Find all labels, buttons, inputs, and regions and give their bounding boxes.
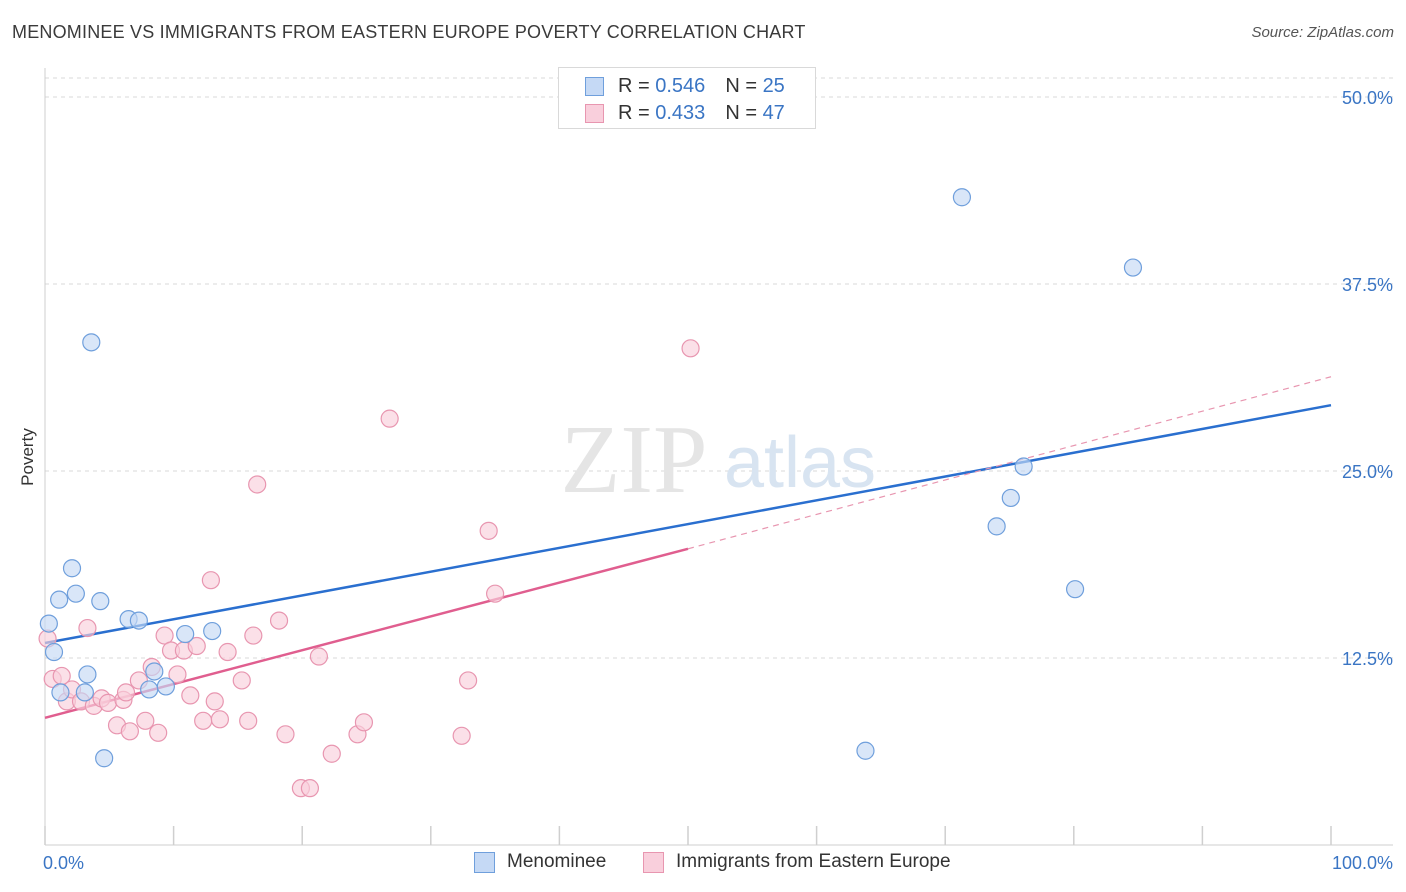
immigrants-point: [210, 710, 229, 729]
chart-title: MENOMINEE VS IMMIGRANTS FROM EASTERN EUR…: [12, 22, 806, 42]
menominee-point: [1014, 457, 1033, 476]
menominee-swatch: [585, 76, 604, 96]
grid-lines: [45, 77, 1393, 659]
tick-labels: 12.5% 25.0% 37.5% 50.0% 0.0% 100.0%: [43, 88, 1393, 873]
stats-row-immigrants: R = 0.433 N = 47: [585, 100, 785, 126]
immigrants-point: [218, 642, 237, 662]
immigrants-point: [276, 725, 295, 744]
immigrants-swatch: [585, 103, 604, 123]
r-value: 0.546: [655, 74, 706, 97]
menominee-point: [129, 611, 148, 630]
menominee-point: [1001, 488, 1020, 508]
immigrants-point: [201, 571, 220, 590]
immigrants-point: [194, 711, 213, 730]
n-label: N =: [725, 74, 757, 97]
menominee-point: [62, 559, 82, 578]
menominee-trendline: [44, 403, 1332, 645]
immigrants-point: [452, 726, 471, 745]
x-tick-label: 0.0%: [43, 853, 84, 873]
menominee-point: [78, 665, 97, 684]
legend-item-menominee[interactable]: Menominee: [474, 851, 606, 873]
y-tick-label: 50.0%: [1342, 88, 1393, 108]
immigrants-point: [309, 647, 329, 666]
source-label: Source: ZipAtlas.com: [1251, 24, 1394, 41]
y-axis-label: Poverty: [18, 428, 37, 486]
legend-label: Immigrants from Eastern Europe: [676, 851, 951, 872]
immigrants-point: [205, 692, 224, 711]
immigrants-point: [116, 683, 136, 702]
immigrants-point: [239, 711, 258, 730]
immigrants-point: [149, 723, 168, 742]
immigrants-legend-swatch: [643, 851, 664, 873]
immigrants-point: [120, 722, 139, 741]
menominee-point: [156, 677, 175, 696]
legend-item-immigrants[interactable]: Immigrants from Eastern Europe: [643, 851, 951, 873]
immigrants-point: [136, 711, 155, 730]
menominee-point: [91, 592, 110, 611]
watermark-zip: ZIP: [561, 406, 708, 514]
immigrants-point: [155, 626, 174, 645]
menominee-point: [39, 614, 58, 633]
immigrants-point: [300, 779, 320, 798]
menominee-point: [66, 584, 85, 603]
watermark-atlas: atlas: [724, 423, 876, 503]
n-label: N =: [725, 101, 757, 124]
menominee-legend-swatch: [474, 851, 495, 873]
x-tick-label: 100.0%: [1332, 853, 1393, 873]
menominee-point: [145, 662, 164, 681]
immigrants-point: [187, 636, 206, 656]
menominee-point: [50, 590, 69, 609]
menominee-point: [203, 621, 222, 641]
menominee-point: [1065, 580, 1085, 599]
immigrants-point: [354, 713, 374, 732]
y-tick-label: 12.5%: [1342, 649, 1393, 669]
y-tick-label: 25.0%: [1342, 462, 1393, 482]
menominee-point: [75, 683, 94, 702]
y-tick-label: 37.5%: [1342, 275, 1393, 295]
series-legend: Menominee Immigrants from Eastern Europe: [0, 851, 1406, 877]
immigrants-point: [168, 665, 187, 684]
menominee-point: [856, 741, 875, 760]
menominee-point: [140, 680, 159, 699]
data-points: [38, 188, 1143, 798]
immigrants-point: [458, 671, 478, 690]
immigrants-point: [248, 475, 267, 494]
stats-row-menominee: R = 0.546 N = 25: [585, 73, 785, 99]
n-value: 25: [762, 74, 785, 97]
immigrants-point: [181, 686, 200, 705]
immigrants-point: [269, 611, 289, 630]
immigrants-point: [380, 409, 399, 428]
r-label: R =: [618, 101, 650, 124]
menominee-point: [95, 749, 114, 768]
menominee-point: [176, 624, 195, 644]
immigrants-point: [98, 693, 118, 712]
stats-legend: R = 0.546 N = 25 R = 0.433 N = 47: [558, 67, 816, 129]
immigrants-point: [322, 744, 341, 763]
menominee-point: [82, 333, 101, 352]
immigrants-point: [232, 671, 251, 690]
r-label: R =: [618, 74, 650, 97]
menominee-point: [987, 517, 1006, 536]
immigrants-trendline-extension: [687, 376, 1332, 550]
immigrants-point: [78, 618, 97, 638]
immigrants-point: [244, 626, 263, 645]
r-value: 0.433: [655, 101, 706, 124]
immigrants-point: [681, 339, 700, 358]
n-value: 47: [762, 101, 785, 124]
legend-label: Menominee: [507, 851, 607, 872]
immigrants-point: [486, 584, 505, 603]
menominee-point: [952, 188, 972, 207]
watermark: ZIP atlas: [561, 406, 877, 514]
menominee-point: [44, 642, 64, 662]
menominee-point: [51, 683, 70, 702]
axes: [44, 68, 1393, 846]
immigrants-point: [479, 521, 498, 540]
menominee-point: [1123, 258, 1143, 277]
